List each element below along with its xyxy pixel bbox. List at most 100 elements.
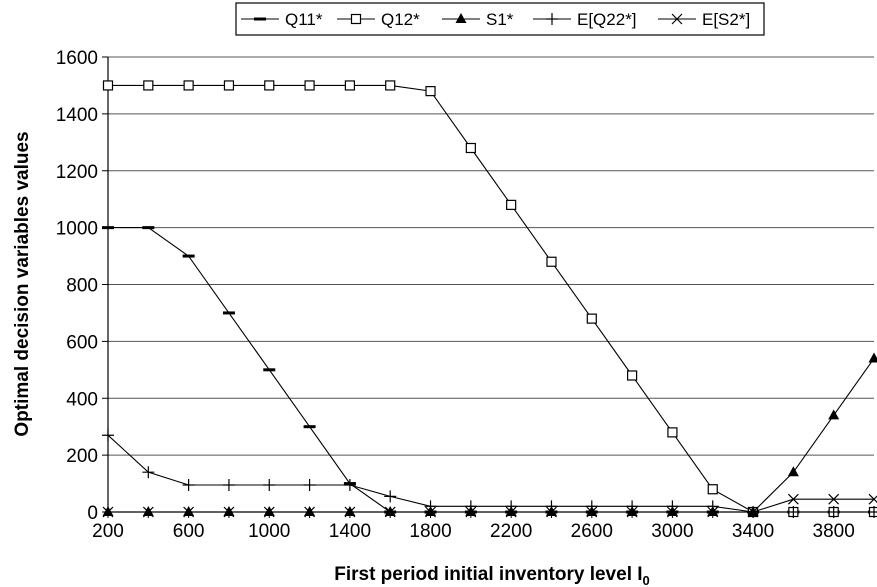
point-e-q22-3000 — [666, 500, 679, 513]
point-s1-600 — [183, 506, 195, 516]
point-e-s2-400 — [142, 506, 154, 518]
point-q12-3200 — [707, 484, 718, 495]
point-q12-2000 — [465, 142, 476, 154]
point-e-q22-2000 — [464, 500, 477, 513]
legend: Q11* Q12* S1* E[Q22*] E[S2*] — [235, 2, 765, 36]
point-e-q22-1000 — [263, 478, 276, 491]
point-q12-1400 — [344, 80, 355, 91]
x-axis-title-main: First period initial inventory level I — [334, 564, 642, 585]
point-s1-1200 — [304, 506, 316, 516]
point-e-s2-1000 — [263, 506, 275, 518]
point-e-q22-1400 — [343, 478, 356, 491]
x-tick-label-2600: 2600 — [571, 521, 613, 542]
point-s1-1400 — [344, 506, 356, 516]
x-axis-title: First period initial inventory level I0 — [334, 564, 650, 587]
point-q12-2400 — [546, 256, 557, 267]
point-q12-200 — [102, 80, 114, 91]
point-q12-1000 — [264, 80, 275, 91]
x-tick-label-1400: 1400 — [329, 521, 371, 542]
series-e-s2 — [102, 493, 877, 518]
point-q12-400 — [143, 80, 154, 91]
point-e-s2-800 — [223, 506, 235, 518]
point-e-s2-4000 — [868, 493, 877, 505]
point-e-q22-2600 — [585, 500, 598, 513]
y-axis-title: Optimal decision variables values — [12, 131, 33, 436]
point-e-s2-2400 — [546, 506, 557, 518]
point-e-q22-600 — [182, 478, 195, 491]
point-e-q22-2200 — [505, 500, 518, 513]
legend-marker-q12 — [350, 13, 362, 25]
series-e-q22 — [102, 429, 877, 518]
point-e-s2-1400 — [344, 506, 356, 518]
point-e-q22-3600 — [787, 506, 800, 518]
point-s1-400 — [142, 506, 154, 516]
point-q12-600 — [183, 80, 194, 91]
point-s1-200 — [102, 506, 114, 516]
y-tick-label-200: 200 — [66, 446, 98, 467]
x-tick-label-1000: 1000 — [248, 521, 290, 542]
point-e-s2-3200 — [707, 506, 719, 518]
series-q12 — [102, 80, 877, 518]
point-s1-1000 — [263, 506, 275, 516]
point-e-s2-200 — [102, 506, 114, 518]
point-q12-1600 — [385, 80, 396, 91]
point-e-q22-1200 — [303, 478, 316, 491]
point-s1-1600 — [384, 506, 396, 516]
y-tick-label-1400: 1400 — [56, 105, 98, 126]
x-axis-title-subscript: 0 — [643, 573, 650, 587]
point-e-s2-1600 — [384, 506, 396, 518]
point-e-s2-600 — [183, 506, 195, 518]
series-group — [102, 80, 877, 518]
point-e-q22-3800 — [827, 506, 840, 518]
point-e-s2-3600 — [787, 493, 799, 505]
point-e-s2-2200 — [505, 506, 517, 518]
y-tick-label-1600: 1600 — [56, 48, 98, 69]
point-e-s2-2000 — [465, 506, 477, 518]
series-line-q11 — [108, 227, 874, 513]
point-s1-4000 — [868, 352, 877, 363]
point-e-s2-3000 — [666, 506, 678, 518]
point-e-s2-3400 — [747, 506, 759, 518]
point-q12-1200 — [304, 80, 315, 91]
gridlines — [108, 56, 874, 456]
x-tick-label-3800: 3800 — [813, 521, 855, 542]
point-s1-3600 — [787, 466, 799, 477]
y-tick-label-600: 600 — [66, 332, 98, 353]
legend-marker-e-s2 — [671, 13, 683, 25]
point-q12-2600 — [586, 313, 597, 324]
legend-label-s1: S1* — [486, 10, 514, 29]
legend-label-q12: Q12* — [381, 10, 420, 29]
point-q12-3000 — [667, 427, 678, 438]
y-tick-label-400: 400 — [66, 389, 98, 410]
x-tick-label-200: 200 — [92, 521, 124, 542]
point-e-s2-1800 — [425, 506, 436, 518]
point-s1-3800 — [828, 409, 840, 420]
x-tick-label-600: 600 — [173, 521, 205, 542]
point-e-q22-1600 — [384, 490, 397, 503]
x-tick-label-3400: 3400 — [732, 521, 774, 542]
point-e-s2-2600 — [586, 506, 598, 518]
y-tick-label-1000: 1000 — [56, 219, 98, 240]
series-line-e-q22 — [107, 434, 874, 513]
series-line-q12 — [108, 84, 874, 513]
x-tick-label-3000: 3000 — [651, 521, 693, 542]
point-q12-800 — [223, 80, 235, 91]
point-e-q22-200 — [102, 429, 114, 442]
legend-marker-s1 — [455, 13, 467, 23]
point-e-q22-2400 — [545, 500, 558, 513]
point-e-s2-1200 — [304, 506, 316, 518]
x-tick-label-1800: 1800 — [409, 521, 451, 542]
point-q12-2200 — [506, 199, 517, 210]
point-q12-2800 — [627, 370, 638, 381]
point-e-q22-400 — [142, 466, 155, 479]
series-q11 — [102, 226, 877, 514]
point-e-q22-4000 — [868, 506, 877, 518]
point-e-s2-3800 — [828, 493, 840, 505]
legend-label-e-s2: E[S2*] — [702, 10, 750, 29]
point-e-q22-2800 — [626, 500, 639, 513]
point-e-q22-3200 — [706, 500, 719, 513]
y-tick-label-0: 0 — [87, 503, 98, 524]
legend-label-e-q22: E[Q22*] — [577, 10, 637, 29]
